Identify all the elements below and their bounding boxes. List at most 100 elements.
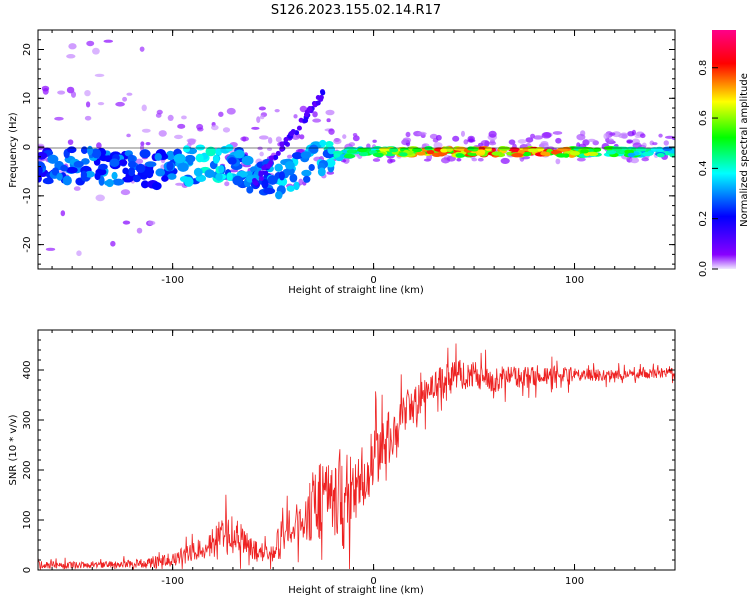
spectrogram-cell (279, 146, 285, 152)
spectrogram-x-ticks: -100 0 100 (51, 30, 676, 286)
spectrogram-cell (379, 147, 389, 152)
x-tick-label: 100 (565, 576, 584, 587)
spectrogram-cell (467, 146, 475, 151)
spectrogram-cell (488, 141, 497, 146)
spectrogram-cell (177, 123, 186, 129)
spectrogram-cell (212, 154, 220, 164)
spectrogram-cell (627, 130, 635, 137)
spectrogram-cell (356, 147, 368, 153)
spectrogram-cell (253, 180, 259, 186)
spectrogram-cell (226, 172, 233, 182)
y-tick-label: 10 (22, 92, 33, 105)
spectrogram-cell (86, 145, 93, 156)
colorbar-ticks: 0.0 0.2 0.4 0.6 0.8 (698, 60, 718, 277)
x-tick-label: 0 (370, 576, 376, 587)
spectrogram-cell (259, 114, 265, 120)
spectrogram-cell (460, 130, 465, 137)
spectrogram-cell (275, 136, 282, 143)
spectrogram-cell (289, 131, 295, 137)
spectrogram-cell (606, 138, 614, 144)
spectrogram-cell (278, 171, 285, 181)
spectrogram-cell (552, 131, 563, 135)
spectrogram-cell (136, 227, 143, 234)
spectrogram-cell (452, 135, 460, 142)
spectrogram-cell (267, 137, 273, 144)
spectrogram-cell (302, 117, 308, 123)
spectrogram-cell (629, 157, 640, 164)
spectrogram-cell (85, 101, 91, 108)
spectrogram-cell (517, 139, 527, 144)
spectrogram-cell (471, 157, 478, 162)
spectrogram-cell (263, 170, 269, 176)
spectrogram-cell (333, 138, 342, 145)
spectrogram-cell (57, 90, 66, 95)
spectrogram-cell (275, 190, 283, 200)
spectrogram-cell (426, 149, 435, 155)
spectrogram-cell (241, 155, 254, 166)
spectrogram-cell (372, 158, 381, 162)
spectrogram-cell (86, 40, 95, 47)
spectrogram-cell (175, 182, 184, 186)
y-tick-label: 0 (22, 144, 33, 150)
spectrogram-cell (91, 148, 102, 159)
spectrogram-cell (347, 149, 356, 154)
spectrogram-frame (37, 29, 676, 270)
x-tick-label: 0 (370, 275, 376, 286)
spectrogram-cell (507, 147, 520, 152)
spectrogram-cell (303, 112, 309, 118)
spectrogram-cell (42, 177, 54, 185)
spectrogram-cell (416, 151, 426, 156)
spectrogram-cell (258, 135, 269, 140)
snr-series-line (38, 343, 675, 570)
spectrogram-cell (317, 167, 326, 177)
spectrogram-cell (84, 89, 91, 97)
colorbar-tick-label: 0.4 (698, 160, 709, 176)
x-tick-label: -100 (161, 275, 184, 286)
spectrogram-cell (326, 118, 331, 123)
spectrogram-cell (68, 43, 77, 50)
x-tick-label: -100 (161, 576, 184, 587)
spectrogram-cell (634, 134, 642, 139)
spectrogram-cell (184, 176, 194, 187)
spectrogram-cell (147, 220, 156, 226)
spectrogram-cell (73, 160, 84, 168)
snr-y-ticks: 0 100 200 300 400 (22, 339, 675, 573)
spectrogram-cell (141, 104, 147, 112)
spectrogram-cell (603, 133, 609, 140)
spectrogram-cell (251, 126, 260, 130)
spectrogram-x-label: Height of straight line (km) (288, 285, 424, 296)
spectrogram-cell (80, 146, 88, 155)
spectrogram-cell (372, 152, 384, 158)
spectrogram-cell (491, 151, 503, 156)
spectrogram-cell (80, 170, 88, 180)
spectrogram-cell (94, 172, 101, 181)
spectrogram-cell (641, 151, 654, 157)
spectrogram-cell (222, 127, 231, 133)
spectrogram-cell (161, 175, 169, 182)
spectrogram-cell (618, 133, 628, 139)
spectrogram-cell (73, 186, 81, 191)
spectrogram-cell (277, 177, 288, 187)
spectrogram-cell (145, 142, 151, 146)
spectrogram-cell (173, 153, 186, 164)
spectrogram-cell (267, 175, 278, 185)
spectrogram-cell (181, 115, 187, 120)
spectrogram-cell (358, 151, 369, 157)
spectrogram-cell (300, 151, 312, 159)
spectrogram-cell (186, 138, 197, 143)
spectrogram-cell (609, 132, 616, 136)
spectrogram-cell (70, 91, 77, 98)
spectrogram-cell (658, 133, 663, 138)
spectrogram-cell (240, 136, 249, 142)
spectrogram-cell (463, 139, 469, 145)
colorbar-label: Normalized spectral amplitude (739, 73, 750, 227)
spectrogram-cell (261, 165, 267, 171)
spectrogram-cell (167, 173, 177, 180)
spectrogram-cell (132, 174, 141, 183)
spectrogram-cell (533, 135, 544, 140)
spectrogram-cell (183, 145, 191, 153)
spectrogram-cell (118, 159, 128, 166)
spectrogram-cell (289, 173, 298, 183)
spectrogram-cell (343, 157, 350, 164)
